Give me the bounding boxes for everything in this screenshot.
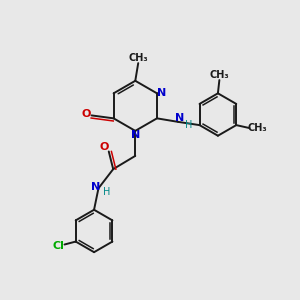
Text: CH₃: CH₃: [247, 123, 267, 133]
Text: O: O: [100, 142, 109, 152]
Text: N: N: [131, 130, 140, 140]
Text: H: H: [103, 187, 110, 197]
Text: CH₃: CH₃: [128, 53, 148, 63]
Text: Cl: Cl: [52, 241, 64, 251]
Text: O: O: [82, 109, 91, 119]
Text: CH₃: CH₃: [210, 70, 229, 80]
Text: N: N: [175, 113, 184, 123]
Text: N: N: [91, 182, 100, 192]
Text: N: N: [157, 88, 166, 98]
Text: H: H: [185, 120, 192, 130]
